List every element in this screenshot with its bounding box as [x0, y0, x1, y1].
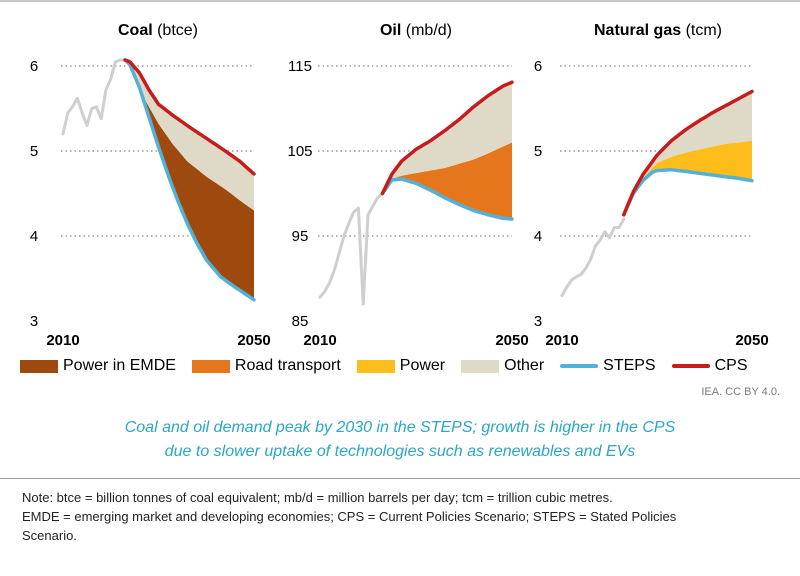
note-line-1: Note: btce = billion tonnes of coal equi… [22, 490, 613, 505]
note-line-2: EMDE = emerging market and developing ec… [22, 509, 677, 524]
legend-item-road-transport: Road transport [191, 357, 341, 375]
chart-coal-ytick-4: 4 [30, 228, 38, 245]
chart-natural-gas-history-line [560, 217, 626, 297]
chart-oil-title: Oil (mb/d) [380, 22, 452, 39]
chart-coal-cps-line [123, 58, 256, 176]
charts-area: Coal (btce) 3 4 5 6 2010 2050 Oil (mb/d) 85 95 105… [30, 22, 769, 349]
legend-label-steps: STEPS [603, 357, 656, 374]
chart-oil-ytick-95: 95 [292, 228, 309, 245]
legend-swatch-power-in-emde [20, 359, 58, 373]
legend: Power in EMDE Road transport Power Other… [20, 354, 780, 378]
legend-item-cps: CPS [671, 357, 748, 375]
legend-item-power-in-emde: Power in EMDE [20, 357, 176, 375]
chart-natural-gas-ytick-6: 6 [534, 58, 542, 75]
chart-coal-area-other [125, 60, 254, 211]
legend-swatch-steps [560, 364, 599, 368]
chart-oil-steps-line [380, 177, 514, 221]
chart-oil-ytick-115: 115 [288, 58, 312, 75]
chart-natural-gas-area-power [623, 140, 752, 215]
chart-oil-cps-line [380, 80, 514, 196]
legend-item-steps: STEPS [560, 357, 656, 375]
legend-swatch-power [356, 359, 395, 373]
chart-coal-xtick-2010: 2010 [46, 332, 79, 349]
chart-natural-gas-xtick-2010: 2010 [545, 332, 578, 349]
chart-natural-gas-ytick-4: 4 [534, 228, 542, 245]
chart-natural-gas-steps-line [622, 167, 754, 217]
chart-coal-area-power-in-emde [125, 60, 254, 300]
legend-label-road-transport: Road transport [234, 357, 341, 374]
legend-label-power: Power [399, 357, 446, 374]
chart-oil-area-road-transport [382, 142, 512, 219]
chart-natural-gas-area-other [623, 91, 752, 215]
chart-coal-steps-line [123, 58, 256, 302]
chart-natural-gas-title: Natural gas (tcm) [594, 22, 722, 39]
legend-label-power-in-emde: Power in EMDE [63, 357, 176, 374]
note: Note: btce = billion tonnes of coal equi… [22, 488, 784, 545]
legend-swatch-cps [671, 364, 710, 368]
chart-coal-title: Coal (btce) [118, 22, 198, 39]
chart-coal-history-line [61, 58, 127, 136]
chart-coal-xtick-2050: 2050 [237, 332, 270, 349]
caption-line-2: due to slower uptake of technologies suc… [164, 443, 636, 460]
chart-coal-ytick-5: 5 [30, 143, 38, 160]
chart-natural-gas-ytick-3: 3 [534, 313, 542, 330]
chart-natural-gas-xtick-2050: 2050 [735, 332, 768, 349]
chart-oil-area-other [382, 82, 512, 194]
chart-oil-ytick-105: 105 [287, 143, 312, 160]
chart-natural-gas-ytick-5: 5 [534, 143, 542, 160]
chart-oil-ytick-85: 85 [292, 313, 309, 330]
top-divider [0, 0, 800, 2]
legend-label-cps: CPS [714, 357, 748, 374]
legend-swatch-other [461, 359, 500, 373]
chart-coal-ytick-3: 3 [30, 313, 38, 330]
source-credit: IEA. CC BY 4.0. [701, 386, 780, 398]
legend-swatch-road-transport [191, 359, 230, 373]
legend-item-other: Other [461, 357, 544, 375]
chart-oil-xtick-2050: 2050 [495, 332, 528, 349]
note-line-3: Scenario. [22, 528, 77, 543]
legend-item-power: Power [356, 357, 446, 375]
note-divider [0, 478, 800, 479]
legend-label-other: Other [504, 357, 545, 374]
caption-line-1: Coal and oil demand peak by 2030 in the … [124, 419, 676, 436]
chart-oil-history-line [318, 192, 384, 306]
chart-coal-ytick-6: 6 [30, 58, 38, 75]
chart-natural-gas-cps-line [622, 89, 754, 217]
chart-oil-xtick-2010: 2010 [303, 332, 336, 349]
